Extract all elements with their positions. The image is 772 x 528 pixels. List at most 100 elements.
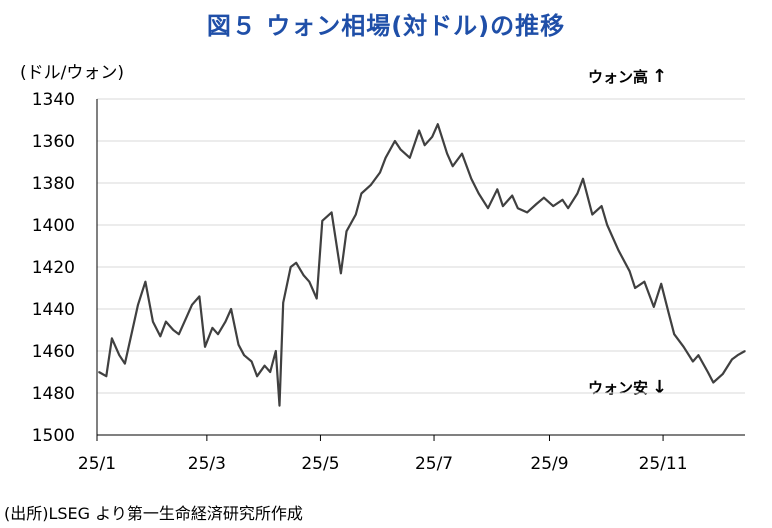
chart-title: 図５ ウォン相場(対ドル)の推移 [206, 12, 566, 40]
y-tick-label: 1360 [32, 132, 75, 152]
data-point [379, 171, 381, 174]
data-point [289, 266, 292, 268]
x-tick-label: 25/11 [639, 454, 688, 474]
data-point [707, 371, 709, 373]
data-point [692, 360, 694, 363]
series-line [98, 123, 746, 407]
data-point [470, 178, 473, 180]
annotation-won-strong: ウォン高 ↑ [588, 66, 667, 87]
data-point [394, 140, 396, 142]
x-tick-label: 25/9 [530, 454, 568, 474]
data-point [502, 205, 504, 207]
data-point [477, 192, 480, 195]
data-point [744, 350, 746, 352]
data-point [667, 312, 670, 315]
data-point [321, 220, 324, 222]
y-tick-label: 1480 [32, 384, 75, 404]
data-point [628, 270, 631, 273]
data-point [159, 335, 162, 338]
data-point [111, 337, 113, 340]
y-tick-label: 1400 [32, 216, 75, 236]
annotation-won-strong-label: ウォン高 [588, 68, 649, 86]
y-tick-label: 1380 [32, 174, 75, 194]
data-point [105, 375, 108, 378]
data-point [302, 274, 305, 277]
data-point [315, 297, 318, 300]
data-point [211, 327, 214, 329]
data-point [384, 157, 387, 159]
data-point [712, 381, 715, 384]
data-point [282, 301, 285, 304]
data-point [191, 304, 193, 306]
data-point [172, 329, 175, 331]
data-point [204, 346, 206, 348]
data-point [673, 333, 675, 336]
data-point [660, 283, 662, 285]
source-note: (出所)LSEG より第一生命経済研究所作成 [4, 504, 303, 523]
data-point [118, 354, 121, 357]
data-point [526, 211, 528, 214]
data-point [278, 404, 281, 407]
y-tick-label: 1500 [32, 426, 75, 446]
data-point [243, 354, 245, 357]
data-point [567, 207, 569, 209]
data-point [552, 205, 554, 207]
data-point [496, 188, 499, 191]
data-point [152, 320, 154, 323]
data-point [369, 184, 372, 186]
data-point [682, 346, 685, 348]
data-point [198, 295, 201, 298]
data-point [237, 343, 240, 346]
data-point [345, 230, 348, 233]
data-point [543, 196, 545, 199]
x-tick-label: 25/1 [78, 454, 116, 474]
data-point [721, 373, 724, 375]
data-point [275, 350, 277, 352]
data-point [263, 364, 266, 367]
data-point [517, 207, 519, 209]
data-point [165, 320, 167, 323]
data-point [308, 280, 311, 283]
data-point [399, 148, 402, 151]
x-tick-label: 25/3 [188, 454, 226, 474]
data-point [131, 329, 134, 331]
data-point [511, 194, 513, 197]
data-point [98, 371, 100, 373]
data-point [330, 211, 333, 214]
data-point [697, 354, 700, 357]
data-point [643, 280, 646, 283]
data-point [617, 249, 620, 251]
data-point [256, 375, 258, 378]
data-point [137, 304, 139, 306]
data-point [431, 136, 434, 138]
data-point [487, 207, 489, 209]
x-tick-label: 25/7 [415, 454, 453, 474]
data-point [124, 362, 126, 365]
data-point [230, 308, 232, 310]
data-point [576, 192, 579, 195]
data-point [295, 262, 298, 264]
data-point [731, 358, 733, 361]
data-point [634, 287, 636, 289]
data-point [340, 272, 342, 275]
data-point [250, 360, 253, 363]
data-point [736, 354, 739, 357]
y-tick-label: 1420 [32, 258, 75, 278]
data-point [217, 333, 219, 336]
arrow-up-icon: ↑ [652, 66, 668, 87]
y-tick-label: 1460 [32, 342, 75, 362]
x-tick-label: 25/5 [301, 454, 339, 474]
data-point [185, 316, 188, 319]
y-axis-unit-label: (ドル/ウォン) [20, 63, 124, 83]
data-point [451, 165, 454, 167]
data-point [224, 320, 227, 323]
data-point [606, 224, 608, 226]
data-point [591, 213, 594, 216]
data-point [600, 205, 603, 207]
data-point [582, 178, 584, 180]
data-point [461, 152, 463, 155]
data-point [355, 213, 357, 216]
data-point [269, 371, 272, 373]
data-point [535, 203, 538, 205]
